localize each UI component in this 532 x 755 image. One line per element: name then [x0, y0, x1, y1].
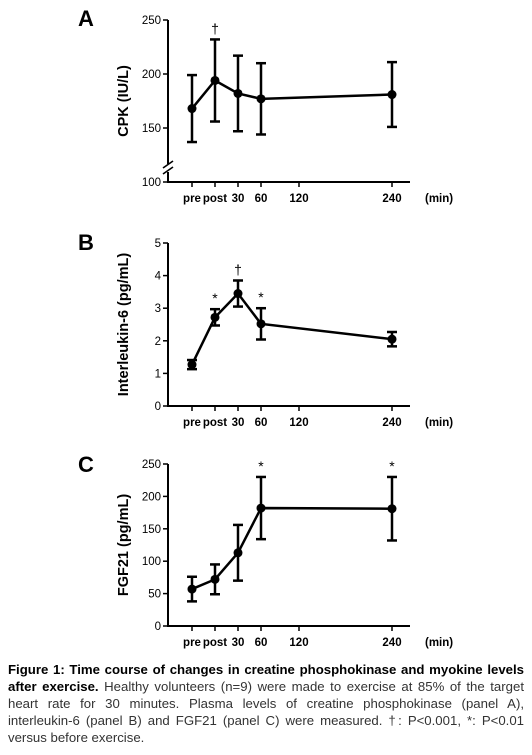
panel-b-series-line	[190, 291, 393, 366]
panel-a-y-tick-label: 100	[142, 177, 161, 189]
panel-b-significance-mark: *	[212, 290, 218, 306]
panel-c-x-tick-label: 120	[289, 637, 308, 649]
panel-a-data-point	[210, 75, 220, 85]
panel-a-axis-break-mark	[162, 160, 174, 169]
caption-title: Figure 1: Time course of changes in crea…	[8, 662, 524, 694]
panel-c-y-tick-label: 100	[142, 556, 161, 568]
panel-c-data-point	[387, 504, 397, 514]
caption-body: Healthy volunteers (n=9) were made to ex…	[8, 679, 524, 745]
figure-caption: Figure 1: Time course of changes in crea…	[8, 661, 524, 746]
panel-a-letter: A	[78, 6, 94, 31]
panel-c-letter: C	[78, 452, 94, 477]
panel-b-data-point	[233, 289, 243, 299]
panel-a-y-axis-label: CPK (IU/L)	[116, 65, 132, 137]
panel-b-y-tick-label: 0	[155, 401, 161, 413]
panel-c-y-tick-label: 0	[155, 621, 161, 633]
panel-b-data-point	[187, 360, 197, 370]
panel-b-significance-mark: †	[234, 261, 242, 277]
panel-a-x-tick-label: pre	[183, 193, 201, 205]
panel-a-y-tick-label: 200	[142, 69, 161, 81]
panel-c-data-point	[210, 574, 220, 584]
panel-b-y-axis-label: Interleukin-6 (pg/mL)	[116, 253, 132, 397]
panel-b-data-point	[256, 319, 266, 329]
panel-c-x-tick-label: 240	[382, 637, 401, 649]
panel-a-x-tick-label: post	[203, 193, 227, 205]
panel-b-data-point	[210, 312, 220, 322]
panel-b-y-tick-label: 1	[155, 368, 161, 380]
panel-b-x-tick-label: 120	[289, 417, 308, 429]
panel-a-x-tick-label: 120	[289, 193, 308, 205]
panel-b-x-tick-label: post	[203, 417, 227, 429]
panel-a-data-point	[187, 104, 197, 114]
panel-c-data-point	[233, 548, 243, 558]
panel-a-x-tick-label: 60	[255, 193, 268, 205]
panel-b-x-tick-label: pre	[183, 417, 201, 429]
panel-b-x-axis-unit: (min)	[425, 417, 453, 429]
panel-c-x-tick-label: 30	[232, 637, 245, 649]
panel-a-y-tick-label: 150	[142, 123, 161, 135]
panel-a-x-axis-unit: (min)	[425, 193, 453, 205]
panel-a-y-tick-label: 250	[142, 15, 161, 27]
panel-b-x-tick-label: 60	[255, 417, 268, 429]
panel-b-significance-mark: *	[258, 289, 264, 305]
panel-b-y-tick-label: 3	[155, 303, 161, 315]
panel-c-significance-mark: *	[258, 458, 264, 474]
panel-c-data-point	[256, 503, 266, 513]
panel-c-y-tick-label: 150	[142, 524, 161, 536]
panel-c-y-tick-label: 200	[142, 491, 161, 503]
panel-c-y-tick-label: 50	[148, 589, 161, 601]
panel-c-x-tick-label: pre	[183, 637, 201, 649]
panel-b-y-tick-label: 4	[155, 271, 162, 283]
panel-c-x-tick-label: 60	[255, 637, 268, 649]
panel-c-data-point	[187, 584, 197, 594]
panel-c-x-tick-label: post	[203, 637, 227, 649]
panel-a-data-point	[233, 88, 243, 98]
panel-c-series-line	[191, 506, 393, 591]
panel-a-x-tick-label: 240	[382, 193, 401, 205]
panel-b-letter: B	[78, 230, 94, 255]
panel-a-series-line	[191, 78, 393, 110]
panel-a-significance-mark: †	[211, 20, 219, 36]
panel-a-axis-break-mark-2	[162, 166, 174, 175]
panel-c-y-axis-label: FGF21 (pg/mL)	[116, 494, 132, 596]
panel-b-x-tick-label: 30	[232, 417, 245, 429]
panel-c-significance-mark: *	[389, 458, 395, 474]
panel-a-data-point	[387, 90, 397, 100]
panel-a-x-tick-label: 30	[232, 193, 245, 205]
panel-a-data-point	[256, 94, 266, 104]
panel-b-x-tick-label: 240	[382, 417, 401, 429]
panel-b-y-tick-label: 2	[155, 336, 161, 348]
panel-b-y-tick-label: 5	[155, 238, 161, 250]
panel-c-x-axis-unit: (min)	[425, 637, 453, 649]
panel-b-data-point	[387, 334, 397, 344]
panel-c-y-tick-label: 250	[142, 459, 161, 471]
